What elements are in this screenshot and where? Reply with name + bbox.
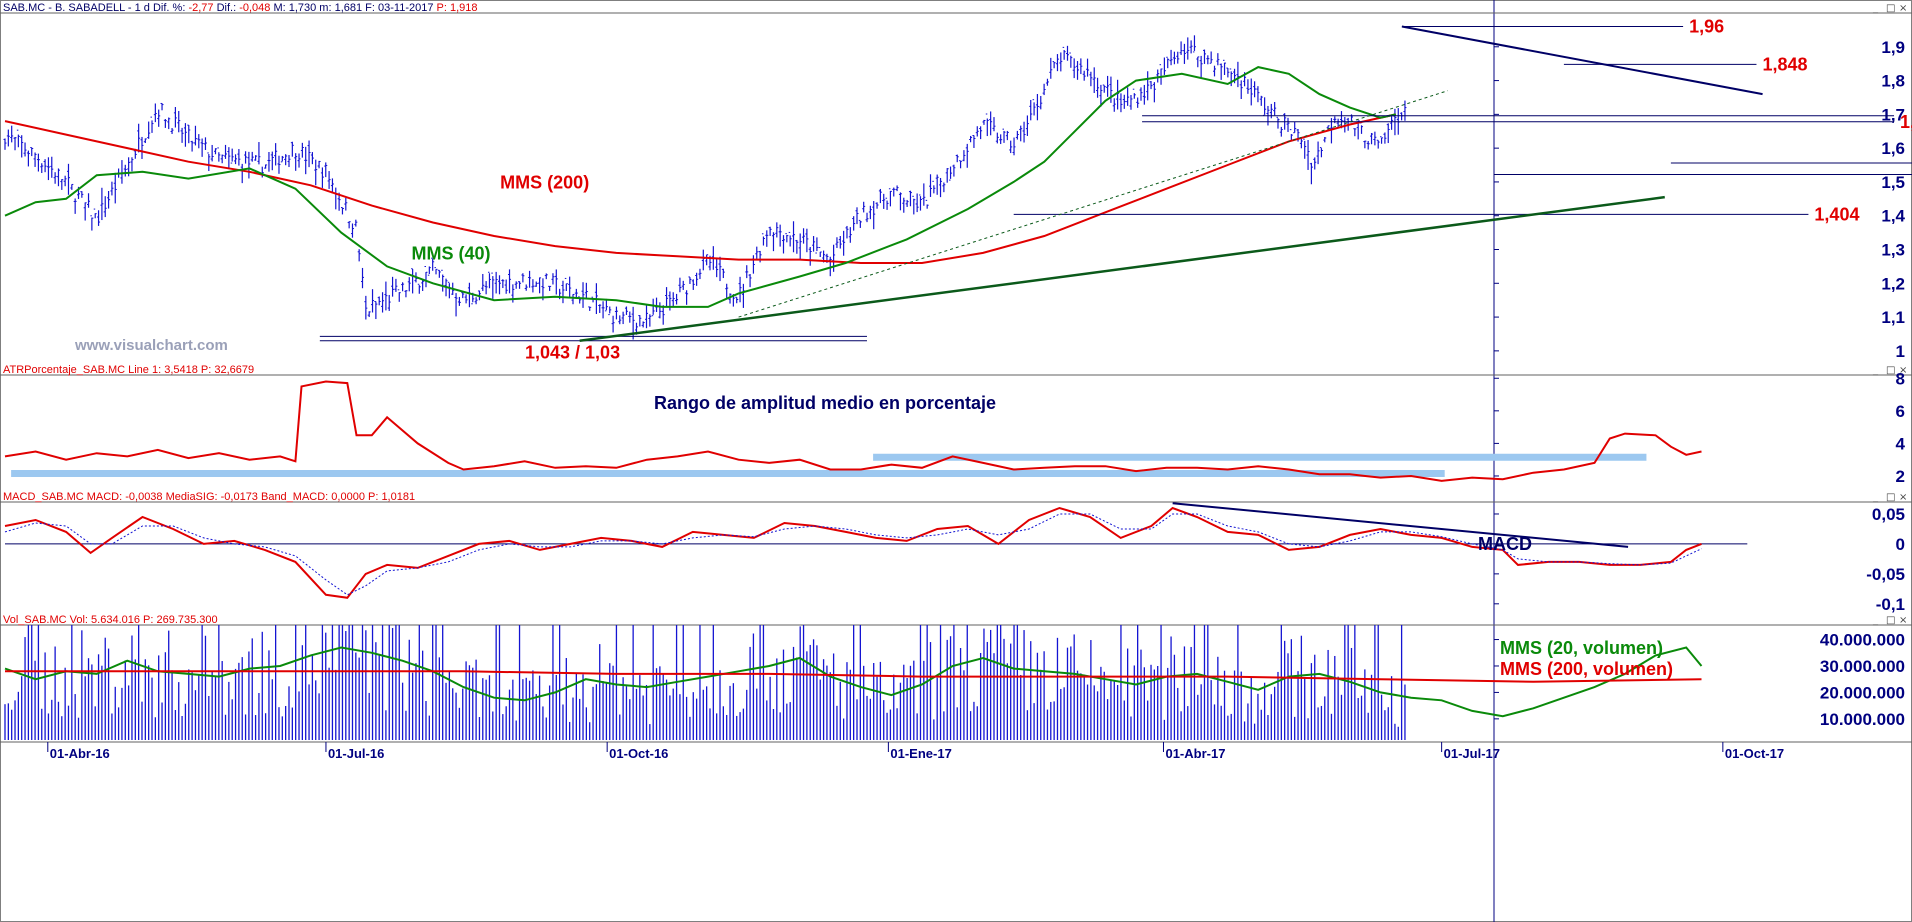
macd-series-line-0 [4,506,1702,599]
volume-series-line-0 [4,646,1703,718]
atr-header-segment: ATRPorcentaje_SAB.MC Line 1: 3,5418 P: 3… [3,364,254,376]
price-header-segment: SAB.MC - B. SABADELL - 1 d Dif. %: [3,2,188,14]
macd-ytick-label: -0,05 [1866,565,1905,584]
price-ytick-label: 1,7 [1881,105,1905,124]
atr-window-control-0: _ [1872,365,1879,376]
price-ytick-label: 1,8 [1881,72,1905,91]
macd-trend-line [1172,502,1629,548]
price-ytick-label: 1,3 [1881,241,1905,260]
macd-window-control-0: _ [1872,492,1879,503]
price-level-label: 1,404 [1814,204,1859,224]
volume-ytick-label: 40.000.000 [1820,631,1905,650]
price-ytick-label: 1,1 [1881,308,1905,327]
price-level-label: 1,696 / 1,678 [1900,112,1912,132]
price-header-segment: Dif.: [214,2,240,14]
price-ytick-label: 1,6 [1881,139,1905,158]
date-label: 01-Jul-17 [1444,746,1500,761]
price-header-segment: M: 1,730 m: 1,681 F: 03-11-2017 [270,2,436,14]
volume-window-control-2: × [1899,615,1907,626]
watermark: www.visualchart.com [74,337,228,354]
macd-header-segment: MACD_SAB.MC MACD: -0,0038 MediaSIG: -0,0… [3,491,415,503]
atr-ytick-label: 8 [1896,369,1905,388]
volume-series-line-1 [5,670,1702,683]
price-series-line-1 [4,66,1397,308]
price-dotted-line [738,90,1448,318]
volume-ytick-label: 10.000.000 [1820,710,1905,729]
atr-ytick-label: 6 [1896,402,1905,421]
atr-header: ATRPorcentaje_SAB.MC Line 1: 3,5418 P: 3… [3,364,254,376]
volume-window-control-1: □ [1886,615,1895,626]
price-window-control-1: □ [1886,3,1895,14]
price-level-label: 1,848 [1762,54,1807,74]
price-annotation: MMS (200) [500,173,589,193]
price-bars [3,35,1407,340]
atr-window-control-1: □ [1886,365,1895,376]
price-level-label: 1,043 / 1,03 [525,343,620,363]
price-trend-line [579,195,1665,342]
date-label: 01-Oct-16 [609,746,668,761]
atr-title: Rango de amplitud medio en porcentaje [654,393,996,413]
volume-window-control-0: _ [1872,615,1879,626]
date-label: 01-Abr-16 [50,746,110,761]
price-ytick-label: 1,5 [1881,173,1905,192]
date-label: 01-Oct-17 [1725,746,1784,761]
macd-window-control-2: × [1899,492,1907,503]
macd-header: MACD_SAB.MC MACD: -0,0038 MediaSIG: -0,0… [3,491,415,503]
price-header-segment: -2,77 [188,2,213,14]
price-series-line-0 [4,113,1397,264]
volume-ytick-label: 20.000.000 [1820,683,1905,702]
volume-bars [4,625,1406,740]
price-header-segment: P: 1,918 [437,2,478,14]
macd-ytick-label: 0,05 [1872,505,1905,524]
price-level-label: 1,96 [1689,17,1724,37]
volume-ytick-label: 30.000.000 [1820,657,1905,676]
macd-title: MACD [1478,534,1532,554]
volume-series-label: MMS (200, volumen) [1500,659,1673,679]
price-annotation: MMS (40) [412,244,491,264]
date-label: 01-Abr-17 [1165,746,1225,761]
volume-header: Vol_SAB.MC Vol: 5.634.016 P: 269.735.300 [3,614,218,626]
macd-series-line-1 [4,513,1702,596]
price-ytick-label: 1,4 [1881,207,1905,226]
macd-window-control-1: □ [1886,492,1895,503]
price-ytick-label: 1,9 [1881,38,1905,57]
atr-ytick-label: 2 [1896,467,1905,486]
macd-ytick-label: -0,1 [1876,595,1905,614]
atr-series-line-0 [4,380,1702,482]
price-ytick-label: 1,2 [1881,274,1905,293]
price-header-segment: -0,048 [239,2,270,14]
price-window-control-2: × [1899,3,1907,14]
price-ytick-label: 1 [1896,342,1905,361]
atr-ytick-label: 4 [1896,434,1906,453]
date-label: 01-Ene-17 [890,746,951,761]
atr-window-control-2: × [1899,365,1907,376]
volume-series-label: MMS (20, volumen) [1500,638,1663,658]
price-window-control-0: _ [1872,3,1879,14]
date-label: 01-Jul-16 [328,746,384,761]
price-trend-line [1401,25,1763,96]
price-header: SAB.MC - B. SABADELL - 1 d Dif. %: -2,77… [3,2,478,14]
macd-ytick-label: 0 [1896,535,1905,554]
volume-header-segment: Vol_SAB.MC Vol: 5.634.016 P: 269.735.300 [3,614,218,626]
